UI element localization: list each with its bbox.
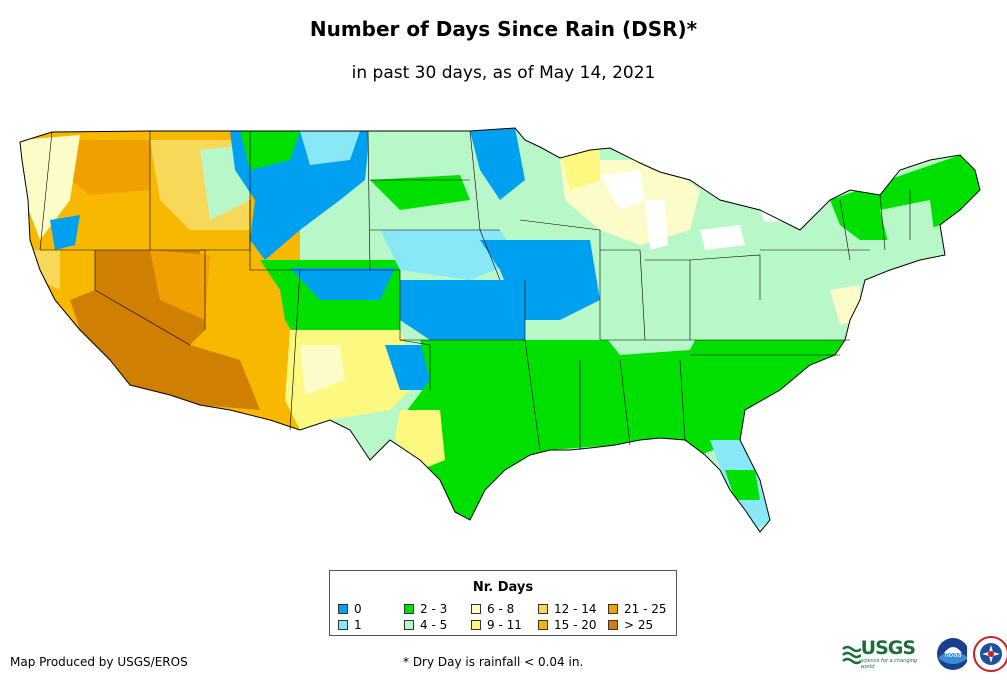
legend-label: 12 - 14 — [554, 602, 597, 616]
legend-label: 1 — [354, 618, 362, 632]
legend-swatch — [538, 604, 548, 614]
legend-title: Nr. Days — [472, 580, 534, 595]
usgs-logo: USGS science for a changing world — [842, 638, 928, 670]
legend-swatch — [471, 620, 481, 630]
map-title: Number of Days Since Rain (DSR)* — [309, 17, 698, 41]
usgs-wave-icon — [842, 645, 861, 665]
legend-label: > 25 — [624, 618, 654, 632]
legend-swatch — [404, 620, 414, 630]
us-map — [19, 127, 981, 533]
noaa-logo-icon: noaa — [936, 638, 968, 670]
legend-label: 0 — [354, 602, 362, 616]
legend-swatch — [608, 604, 618, 614]
legend-item: 2 - 3 — [404, 602, 447, 616]
legend-swatch — [338, 604, 348, 614]
footnote: * Dry Day is rainfall < 0.04 in. — [403, 655, 584, 669]
legend-label: 4 - 5 — [420, 618, 448, 632]
legend-item: 1 — [338, 618, 362, 632]
legend: Nr. Days 0 1 2 - 3 4 - 5 6 - 8 9 - 11 12… — [329, 570, 677, 636]
legend-label: 6 - 8 — [487, 602, 515, 616]
legend-item: > 25 — [608, 618, 653, 632]
legend-item: 9 - 11 — [471, 618, 522, 632]
legend-label: 21 - 25 — [624, 602, 667, 616]
noaa-wordmark: noaa — [944, 651, 961, 659]
legend-item: 21 - 25 — [608, 602, 667, 616]
usgs-wordmark: USGS — [860, 637, 916, 659]
legend-item: 0 — [338, 602, 362, 616]
nws-icon — [973, 636, 1007, 672]
legend-swatch — [404, 604, 414, 614]
legend-label: 15 - 20 — [554, 618, 597, 632]
legend-label: 2 - 3 — [420, 602, 448, 616]
legend-swatch — [538, 620, 548, 630]
usgs-tagline: science for a changing world — [860, 658, 918, 670]
map-credit: Map Produced by USGS/EROS — [10, 655, 188, 669]
legend-item: 4 - 5 — [404, 618, 447, 632]
map-subtitle: in past 30 days, as of May 14, 2021 — [351, 63, 656, 83]
legend-swatch — [338, 620, 348, 630]
agency-logos: USGS science for a changing world noaa — [842, 636, 1007, 672]
legend-label: 9 - 11 — [487, 618, 522, 632]
legend-item: 6 - 8 — [471, 602, 514, 616]
legend-item: 12 - 14 — [538, 602, 597, 616]
legend-swatch — [471, 604, 481, 614]
legend-swatch — [608, 620, 618, 630]
legend-item: 15 - 20 — [538, 618, 597, 632]
